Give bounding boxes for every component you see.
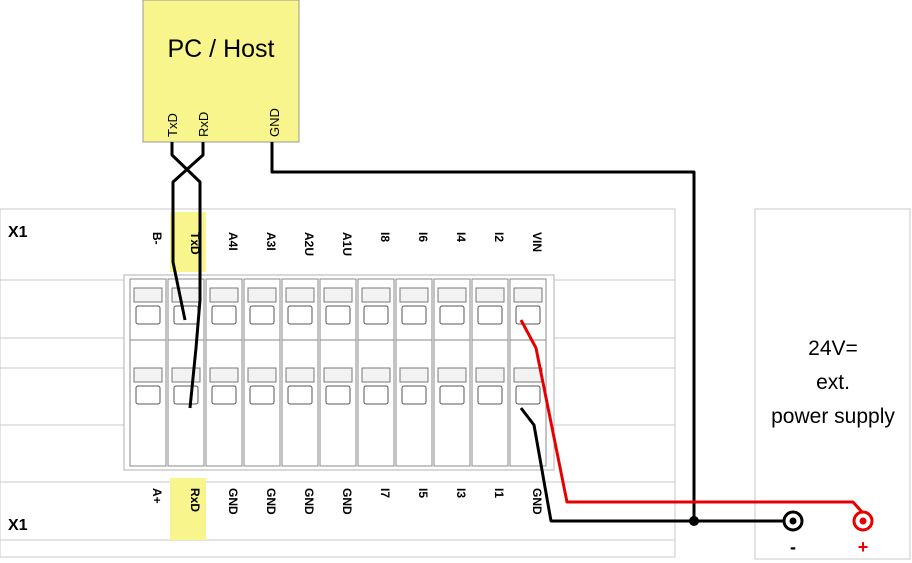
top-terminal-labels: B- TxD A4I A3I A2U A1U I8 I6 I4 I2 VIN [150, 232, 544, 256]
host-title: PC / Host [168, 35, 275, 63]
terminal-clamp-bottom [363, 385, 389, 405]
terminal-slot-top [209, 287, 239, 303]
terminal-clamp-bottom [287, 385, 313, 405]
terminal-slot-bottom [361, 367, 391, 383]
wire-host-rxd [171, 142, 205, 321]
top-terminal-label-a4i: A4I [226, 232, 240, 251]
terminal-slot-bottom [171, 367, 201, 383]
bottom-terminal-label-gnd: GND [302, 488, 316, 515]
top-terminal-label-a1u: A1U [340, 232, 354, 256]
terminal-slot-top [133, 287, 163, 303]
top-terminal-label-a2u: A2U [302, 232, 316, 256]
ground-junction-dot [689, 516, 699, 526]
wire-host-txd [170, 142, 202, 409]
terminal-clamp-bottom [401, 385, 427, 405]
bottom-terminal-label-i3: I3 [454, 488, 468, 498]
terminal-slot-bottom [323, 367, 353, 383]
top-terminal-label-a3i: A3I [264, 232, 278, 251]
connector-label-bottom: X1 [8, 517, 28, 534]
terminal-slot-top [513, 287, 543, 303]
terminal-slot-top [437, 287, 467, 303]
terminal-clamp-top [249, 305, 275, 325]
bottom-terminal-label-i1: I1 [492, 488, 506, 498]
top-terminal-label-vin: VIN [530, 232, 544, 252]
terminal-clamp-top [363, 305, 389, 325]
power-supply-box: 24V= ext. power supply [754, 208, 911, 560]
terminal-slot-top [285, 287, 315, 303]
host-pin-txd: TxD [165, 113, 180, 137]
host-box: PC / Host TxD RxD GND [142, 0, 300, 143]
terminal-slot-top [323, 287, 353, 303]
top-terminal-label-i6: I6 [416, 232, 430, 242]
psu-minus-label: - [790, 537, 796, 557]
terminal-slot-top [247, 287, 277, 303]
bottom-terminal-label-a: A+ [150, 488, 164, 504]
terminal-clamp-top [173, 305, 199, 325]
terminal-block [123, 274, 555, 471]
bottom-terminal-label-gnd: GND [226, 488, 240, 515]
psu-description: power supply [771, 405, 895, 428]
terminal-slot-bottom [285, 367, 315, 383]
terminal-slot-bottom [437, 367, 467, 383]
terminal-clamp-top [211, 305, 237, 325]
psu-terminal-minus [782, 510, 804, 532]
top-terminal-label-b: B- [150, 232, 164, 245]
rxd-terminal-highlight [170, 478, 206, 540]
psu-voltage: 24V= [808, 337, 858, 360]
terminal-clamp-bottom [515, 385, 541, 405]
bottom-terminal-label-rxd: RxD [188, 488, 202, 512]
terminal-clamp-top [287, 305, 313, 325]
wire-block-gnd [519, 407, 783, 523]
host-pin-gnd: GND [267, 108, 282, 137]
terminal-slot-bottom [475, 367, 505, 383]
terminal-slot-top [475, 287, 505, 303]
terminal-clamp-bottom [477, 385, 503, 405]
top-terminal-label-i8: I8 [378, 232, 392, 242]
terminal-slot-bottom [513, 367, 543, 383]
terminal-slot-bottom [209, 367, 239, 383]
bottom-terminal-label-i5: I5 [416, 488, 430, 498]
terminal-clamp-bottom [249, 385, 275, 405]
terminal-slot-bottom [399, 367, 429, 383]
terminal-slot-bottom [133, 367, 163, 383]
top-terminal-label-i4: I4 [454, 232, 468, 242]
psu-terminal-plus [852, 510, 874, 532]
connector-label-top: X1 [8, 224, 28, 241]
bottom-terminal-label-gnd: GND [530, 488, 544, 515]
terminal-clamp-top [515, 305, 541, 325]
wire-block-vin [519, 319, 864, 514]
wire-host-gnd [270, 142, 696, 521]
psu-ext: ext. [816, 371, 850, 394]
terminal-slot-top [171, 287, 201, 303]
terminal-clamp-top [477, 305, 503, 325]
psu-plus-label: + [858, 537, 869, 557]
terminal-clamp-bottom [439, 385, 465, 405]
terminal-clamp-top [325, 305, 351, 325]
terminal-slot-top [399, 287, 429, 303]
terminal-clamp-bottom [173, 385, 199, 405]
terminal-clamp-bottom [325, 385, 351, 405]
host-pin-rxd: RxD [196, 112, 211, 137]
terminal-clamp-top [401, 305, 427, 325]
terminal-clamp-top [135, 305, 161, 325]
top-terminal-label-i2: I2 [492, 232, 506, 242]
terminal-clamp-top [439, 305, 465, 325]
terminal-clamp-bottom [211, 385, 237, 405]
bottom-terminal-label-i7: I7 [378, 488, 392, 498]
terminal-clamp-bottom [135, 385, 161, 405]
bottom-terminal-label-gnd: GND [340, 488, 354, 515]
terminal-slot-bottom [247, 367, 277, 383]
wires [170, 142, 864, 523]
bottom-terminal-labels: A+ RxD GND GND GND GND I7 I5 I3 I1 GND [150, 488, 544, 515]
bottom-terminal-label-gnd: GND [264, 488, 278, 515]
terminal-slot-top [361, 287, 391, 303]
